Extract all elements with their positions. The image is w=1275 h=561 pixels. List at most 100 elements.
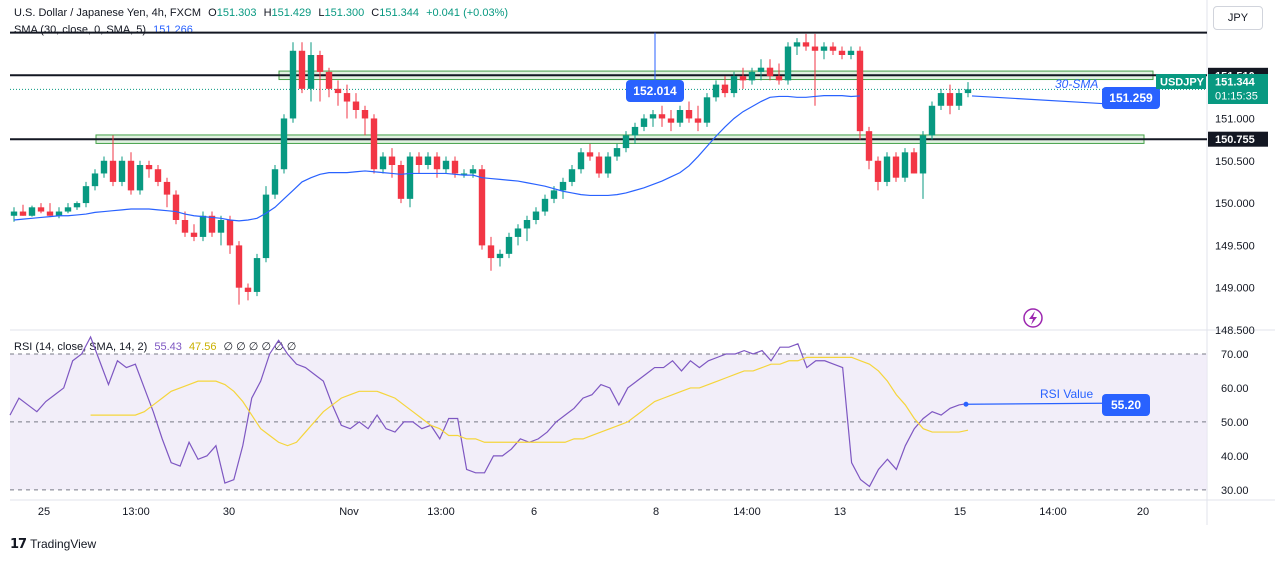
candle-body [784, 46, 792, 81]
sma-marker-label: 151.259 [1109, 91, 1153, 105]
candle-body [730, 76, 738, 94]
rsi-arrow [965, 402, 1103, 405]
rsi-line [9, 335, 969, 488]
candle-body [244, 287, 252, 292]
candle-body [208, 215, 216, 233]
candle-body [964, 89, 972, 94]
candle-body [595, 156, 603, 174]
rsi-text-label: RSI Value [1040, 387, 1093, 401]
candle-body [127, 160, 135, 191]
rsi-band [10, 353, 1207, 490]
candle-body [667, 118, 675, 123]
time-tick-label: 14:00 [733, 506, 761, 518]
tradingview-mark-icon: 𝟭𝟳 [10, 536, 27, 551]
candle-body [451, 160, 459, 174]
candle-body [433, 156, 441, 170]
rsi-sma-header-value: 47.56 [188, 341, 217, 353]
rsi-header-value: 55.43 [154, 341, 182, 353]
candle-body [46, 211, 54, 216]
rsi-tick-label: 30.00 [1221, 485, 1249, 497]
candle-body [766, 67, 774, 77]
time-tick-label: 6 [531, 506, 537, 518]
candle-body [406, 156, 414, 199]
candle-body [658, 114, 666, 119]
candle-body [586, 152, 594, 157]
candle-body [748, 71, 756, 81]
candle-body [811, 46, 819, 51]
price-tick-label: 150.000 [1215, 198, 1255, 210]
candle-body [253, 258, 261, 292]
candle-body [577, 152, 585, 170]
candle-body [928, 105, 936, 136]
rsi-header: RSI (14, close, SMA, 14, 2) 55.43 47.56 … [14, 340, 300, 353]
time-tick-label: 30 [223, 506, 235, 518]
candle-body [262, 194, 270, 259]
candle-body [559, 181, 567, 191]
candle-body [604, 156, 612, 174]
low-label: L [318, 7, 325, 19]
candle-body [73, 203, 81, 208]
price-tick-label: 149.000 [1215, 283, 1255, 295]
rsi-tick-label: 60.00 [1221, 383, 1249, 395]
candle-body [901, 152, 909, 178]
candle-body [181, 220, 189, 233]
candle-body [289, 50, 297, 119]
candle-body [298, 50, 306, 89]
candle-body [514, 228, 522, 237]
time-tick-label: 13 [834, 506, 846, 518]
time-tick-label: 14:00 [1039, 506, 1067, 518]
rsi-marker-label: 55.20 [1111, 398, 1141, 412]
candle-body [415, 156, 423, 165]
candle-body [694, 118, 702, 123]
rsi-tick-label: 40.00 [1221, 451, 1249, 463]
candle-body [892, 156, 900, 178]
candle-body [910, 152, 918, 174]
candle-body [82, 186, 90, 204]
candle-body [460, 173, 468, 175]
high-marker-box [626, 80, 684, 102]
candle-body [622, 135, 630, 149]
rsi-tick-label: 70.00 [1221, 349, 1249, 361]
high-label: H [263, 7, 272, 19]
high-value: 151.429 [271, 7, 312, 19]
candle-body [532, 211, 540, 220]
candle-body [442, 160, 450, 170]
candle-body [496, 253, 504, 259]
candle-body [424, 156, 432, 165]
time-tick-label: 8 [653, 506, 659, 518]
rsi-params[interactable]: RSI (14, close, SMA, 14, 2) [14, 341, 148, 353]
candle-body [649, 114, 657, 119]
candle-body [100, 160, 108, 174]
candle-body [946, 93, 954, 106]
candle-body [640, 118, 648, 127]
tradingview-logo[interactable]: 𝟭𝟳 TradingView [10, 536, 96, 552]
candle-body [838, 50, 846, 55]
candle-body [235, 245, 243, 288]
candle-body [874, 160, 882, 182]
candle-body [190, 232, 198, 237]
support-badge-label: 150.755 [1215, 134, 1255, 146]
candle-body [271, 169, 279, 195]
candle-body [361, 110, 369, 119]
candle-body [523, 220, 531, 229]
currency-button[interactable]: JPY [1213, 6, 1263, 30]
candle-body [856, 50, 864, 132]
countdown-label: 01:15:35 [1215, 91, 1258, 103]
candle-body [118, 160, 126, 182]
candle-body [631, 126, 639, 136]
candle-body [775, 76, 783, 81]
candle-body [397, 165, 405, 199]
sma-marker-box [1102, 87, 1160, 109]
last-price-badge-box [1208, 74, 1268, 104]
candle-body [55, 211, 63, 216]
candle-body [847, 50, 855, 55]
candle-body [37, 207, 45, 212]
candle-body [10, 211, 18, 216]
candle-body [334, 88, 342, 94]
candle-body [469, 169, 477, 174]
candle-body [352, 101, 360, 110]
candle-body [568, 169, 576, 182]
rsi-tick-label: 50.00 [1221, 417, 1249, 429]
candle-body [676, 110, 684, 123]
